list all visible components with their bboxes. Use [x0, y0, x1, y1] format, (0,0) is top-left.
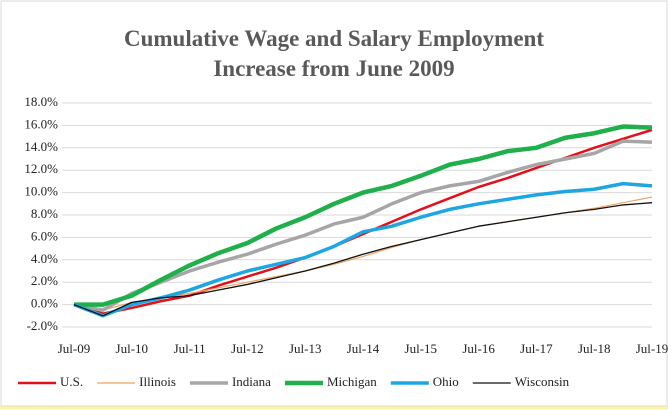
y-tick-label: 14.0%	[24, 139, 58, 154]
x-tick-label: Jul-16	[462, 341, 495, 356]
x-tick-label: Jul-10	[116, 341, 149, 356]
chart-title: Cumulative Wage and Salary Employment In…	[124, 26, 544, 81]
x-tick-label: Jul-17	[520, 341, 553, 356]
y-tick-label: 0.0%	[31, 296, 58, 311]
y-tick-label: 12.0%	[24, 161, 58, 176]
y-tick-label: 2.0%	[31, 273, 58, 288]
x-tick-label: Jul-14	[347, 341, 380, 356]
series-line	[74, 124, 653, 307]
x-tick-label: Jul-09	[58, 341, 91, 356]
x-tick-label: Jul-12	[231, 341, 264, 356]
legend-label: Illinois	[139, 374, 176, 389]
y-tick-label: 6.0%	[31, 228, 58, 243]
y-tick-label: 10.0%	[24, 184, 58, 199]
legend-label: Wisconsin	[515, 374, 570, 389]
y-tick-label: 8.0%	[31, 206, 58, 221]
legend-label: Indiana	[232, 374, 271, 389]
series-line	[73, 202, 653, 317]
y-tick-label: 4.0%	[31, 251, 58, 266]
y-tick-label: 18.0%	[24, 94, 58, 109]
x-tick-label: Jul-18	[578, 341, 611, 356]
y-tick-label: -2.0%	[27, 318, 59, 333]
legend-label: Ohio	[433, 374, 459, 389]
x-tick-label: Jul-13	[289, 341, 322, 356]
x-tick-label: Jul-15	[405, 341, 438, 356]
legend-label: U.S.	[60, 374, 83, 389]
legend-label: Michigan	[327, 374, 377, 389]
x-tick-label: Jul-11	[174, 341, 206, 356]
y-tick-label: 16.0%	[24, 116, 58, 131]
x-tick-label: Jul-19	[636, 341, 668, 356]
series-line	[73, 139, 653, 312]
series-line	[73, 181, 653, 318]
